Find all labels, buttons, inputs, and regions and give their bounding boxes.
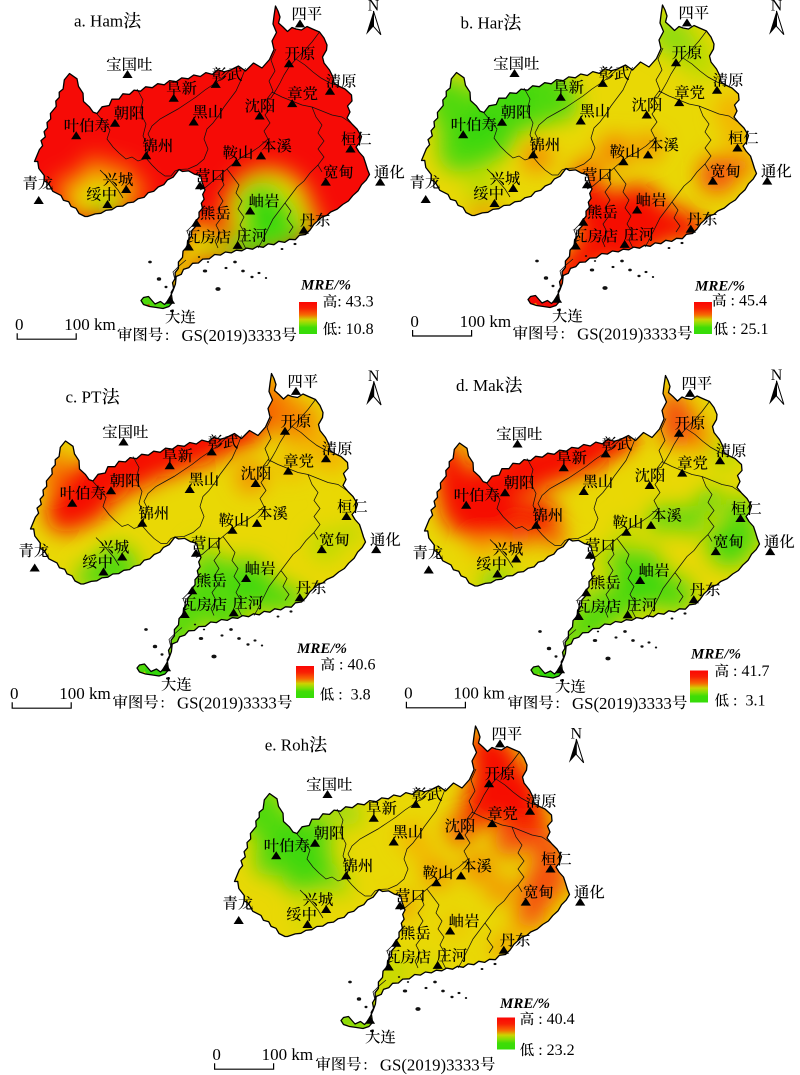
svg-text:100 km: 100 km bbox=[460, 312, 511, 331]
svg-text:N: N bbox=[368, 368, 380, 385]
svg-text:: 40.6: : 40.6 bbox=[335, 657, 375, 674]
svg-text:GS(2019)3333: GS(2019)3333 bbox=[177, 694, 277, 713]
svg-text:e. Roh: e. Roh bbox=[265, 736, 310, 755]
svg-text:0: 0 bbox=[212, 1045, 221, 1064]
svg-text::: : bbox=[165, 327, 169, 344]
svg-text:: 41.7: : 41.7 bbox=[729, 663, 769, 680]
svg-text:0: 0 bbox=[410, 312, 419, 331]
svg-text:100 km: 100 km bbox=[64, 315, 115, 334]
svg-text:c. PT: c. PT bbox=[66, 388, 103, 407]
svg-text:d. Mak: d. Mak bbox=[456, 376, 505, 395]
svg-text:b. Har: b. Har bbox=[461, 14, 504, 33]
svg-text:GS(2019)3333: GS(2019)3333 bbox=[380, 1056, 480, 1075]
svg-text::: : bbox=[556, 695, 560, 712]
svg-text:MRE/%: MRE/% bbox=[499, 996, 550, 1012]
svg-text:MRE/%: MRE/% bbox=[296, 641, 347, 657]
svg-text:0: 0 bbox=[404, 684, 413, 703]
svg-text:MRE/%: MRE/% bbox=[300, 278, 351, 294]
svg-text:0: 0 bbox=[10, 684, 19, 703]
svg-text:: 40.4: : 40.4 bbox=[534, 1011, 574, 1028]
svg-text:: 10.8: : 10.8 bbox=[337, 321, 373, 338]
svg-text:: 3.1: : 3.1 bbox=[729, 693, 765, 710]
svg-text:MRE/%: MRE/% bbox=[694, 279, 745, 295]
svg-text::: : bbox=[561, 326, 565, 343]
svg-text:MRE/%: MRE/% bbox=[690, 647, 741, 663]
svg-text:: 45.4: : 45.4 bbox=[727, 293, 767, 310]
svg-text::: : bbox=[363, 1057, 367, 1074]
svg-text:100 km: 100 km bbox=[453, 684, 504, 703]
svg-text:: 23.2: : 23.2 bbox=[534, 1042, 574, 1059]
svg-text:: 3.8: : 3.8 bbox=[334, 687, 370, 704]
svg-text:N: N bbox=[368, 0, 380, 14]
svg-text:GS(2019)3333: GS(2019)3333 bbox=[182, 326, 282, 345]
svg-text:GS(2019)3333: GS(2019)3333 bbox=[572, 694, 672, 713]
svg-text:N: N bbox=[771, 0, 783, 14]
svg-text:: 25.1: : 25.1 bbox=[728, 321, 768, 338]
svg-text:100 km: 100 km bbox=[262, 1045, 313, 1064]
svg-text:GS(2019)3333: GS(2019)3333 bbox=[577, 325, 677, 344]
svg-text::: : bbox=[161, 695, 165, 712]
svg-text:N: N bbox=[771, 367, 783, 384]
svg-text:N: N bbox=[571, 726, 583, 743]
svg-text:0: 0 bbox=[15, 315, 24, 334]
svg-text:: 43.3: : 43.3 bbox=[337, 294, 373, 311]
svg-text:100 km: 100 km bbox=[59, 684, 110, 703]
svg-text:a. Ham: a. Ham bbox=[74, 12, 123, 31]
